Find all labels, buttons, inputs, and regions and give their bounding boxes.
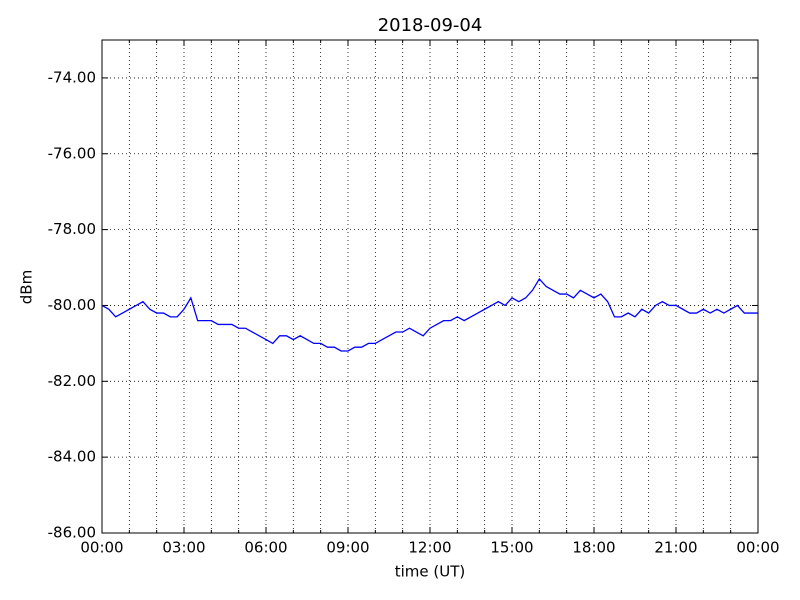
x-tick-label: 12:00 bbox=[408, 539, 451, 557]
x-axis-label: time (UT) bbox=[395, 563, 466, 581]
y-tick-label: -78.00 bbox=[48, 220, 96, 238]
y-tick-label: -86.00 bbox=[48, 524, 96, 542]
x-tick-label: 00:00 bbox=[736, 539, 779, 557]
y-tick-label: -84.00 bbox=[48, 448, 96, 466]
data-line bbox=[101, 277, 758, 352]
x-tick-label: 00:00 bbox=[80, 539, 123, 557]
y-tick-label: -80.00 bbox=[48, 296, 96, 314]
x-tick-label: 15:00 bbox=[490, 539, 533, 557]
x-tick-label: 18:00 bbox=[572, 539, 615, 557]
plot-frame bbox=[101, 39, 759, 534]
y-tick-label: -74.00 bbox=[48, 68, 96, 86]
chart-title: 2018-09-04 bbox=[378, 15, 483, 36]
y-tick-label: -76.00 bbox=[48, 144, 96, 162]
x-tick-label: 21:00 bbox=[654, 539, 697, 557]
x-tick-label: 03:00 bbox=[162, 539, 205, 557]
x-tick-label: 06:00 bbox=[244, 539, 287, 557]
y-tick-label: -82.00 bbox=[48, 372, 96, 390]
x-tick-label: 09:00 bbox=[326, 539, 369, 557]
y-axis-label: dBm bbox=[18, 270, 36, 304]
